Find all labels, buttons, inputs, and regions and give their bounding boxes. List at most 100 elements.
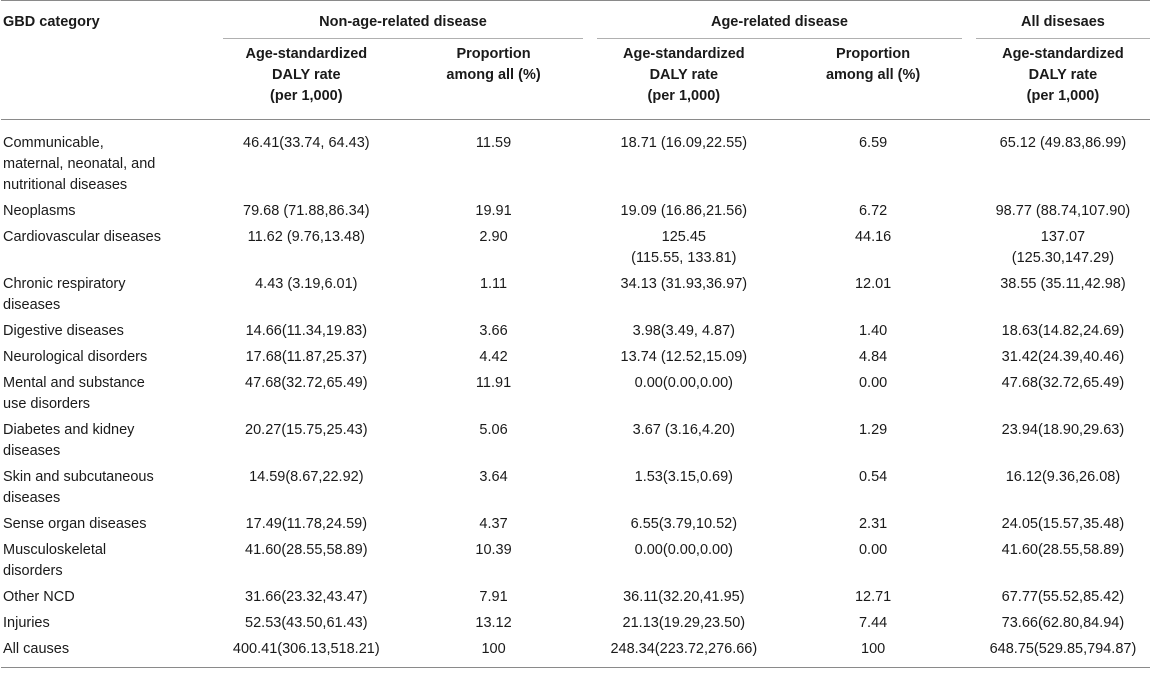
cell-non-age-rate: 11.62 (9.76,13.48) <box>247 229 366 245</box>
header-group-all: All disesaes <box>975 0 1150 39</box>
cell-age-rate: 6.55(3.79,10.52) <box>630 516 738 532</box>
table-row: Digestive diseases 14.66(11.34,19.83) 3.66… <box>1 319 1150 345</box>
cell-non-age-proportion: 4.42 <box>479 349 508 365</box>
cell-non-age-rate: 46.41(33.74, 64.43) <box>243 135 370 151</box>
cell-age-proportion: 1.29 <box>858 422 888 438</box>
table-row: All causes 400.41(306.13,518.21) 100 248.34… <box>1 637 1150 668</box>
cell-age-proportion: 6.72 <box>858 203 888 219</box>
header-age-rate: Age-standardized DALY rate (per 1,000) <box>622 46 745 104</box>
cell-all-rate: 41.60(28.55,58.89) <box>1001 542 1125 558</box>
cell-age-proportion: 44.16 <box>854 229 892 245</box>
cell-non-age-proportion: 10.39 <box>475 542 512 558</box>
cell-non-age-proportion: 3.64 <box>479 469 508 485</box>
header-row-columns: Age-standardized DALY rate (per 1,000) Pro… <box>1 39 1150 120</box>
cell-all-rate: 137.07 (125.30,147.29) <box>1011 229 1115 266</box>
cell-category: Musculoskeletal disorders <box>3 542 107 579</box>
cell-age-proportion: 4.84 <box>858 349 888 365</box>
cell-age-rate: 0.00(0.00,0.00) <box>634 375 733 391</box>
table-body: Communicable, maternal, neonatal, and nutr… <box>1 120 1150 668</box>
cell-non-age-proportion: 13.12 <box>475 615 512 631</box>
cell-age-proportion: 6.59 <box>858 135 888 151</box>
cell-age-rate: 1.53(3.15,0.69) <box>634 469 733 485</box>
cell-age-rate: 248.34(223.72,276.66) <box>610 641 758 657</box>
table-row: Injuries 52.53(43.50,61.43) 13.12 21.13(19.… <box>1 611 1150 637</box>
header-row-groups: GBD category Non-age-related disease Age… <box>1 0 1150 39</box>
table-row: Chronic respiratory diseases 4.43 (3.19,6.… <box>1 272 1150 319</box>
table-row: Neurological disorders 17.68(11.87,25.37)… <box>1 345 1150 371</box>
cell-all-rate: 65.12 (49.83,86.99) <box>999 135 1127 151</box>
cell-category: Other NCD <box>3 589 75 605</box>
cell-age-rate: 3.67 (3.16,4.20) <box>632 422 736 438</box>
cell-non-age-rate: 31.66(23.32,43.47) <box>245 589 368 605</box>
cell-category: Diabetes and kidney diseases <box>3 422 135 459</box>
cell-all-rate: 67.77(55.52,85.42) <box>1001 589 1125 605</box>
cell-age-rate: 18.71 (16.09,22.55) <box>620 135 748 151</box>
cell-age-rate: 19.09 (16.86,21.56) <box>620 203 748 219</box>
table-row: Cardiovascular diseases 11.62 (9.76,13.48… <box>1 225 1150 272</box>
cell-non-age-proportion: 19.91 <box>475 203 512 219</box>
cell-non-age-proportion: 4.37 <box>479 516 508 532</box>
cell-age-rate: 21.13(19.29,23.50) <box>622 615 746 631</box>
cell-non-age-rate: 17.68(11.87,25.37) <box>245 349 368 365</box>
cell-all-rate: 648.75(529.85,794.87) <box>989 641 1137 657</box>
cell-category: Cardiovascular diseases <box>3 229 161 245</box>
cell-non-age-proportion: 1.11 <box>479 276 508 292</box>
cell-non-age-rate: 47.68(32.72,65.49) <box>245 375 368 391</box>
cell-all-rate: 38.55 (35.11,42.98) <box>1000 276 1126 292</box>
header-all-rate: Age-standardized DALY rate (per 1,000) <box>1002 46 1124 104</box>
cell-all-rate: 31.42(24.39,40.46) <box>1001 349 1125 365</box>
cell-category: Injuries <box>3 615 50 631</box>
header-non-age-rate: Age-standardized DALY rate (per 1,000) <box>245 46 368 104</box>
cell-non-age-rate: 14.59(8.67,22.92) <box>249 469 364 485</box>
cell-category: Neoplasms <box>3 203 76 219</box>
cell-non-age-proportion: 7.91 <box>479 589 508 605</box>
header-group-age: Age-related disease <box>597 0 962 39</box>
daly-table: GBD category Non-age-related disease Age… <box>1 0 1150 668</box>
cell-age-proportion: 1.40 <box>858 323 888 339</box>
table-row: Musculoskeletal disorders 41.60(28.55,58.8… <box>1 538 1150 585</box>
cell-age-proportion: 0.00 <box>858 542 888 558</box>
table-row: Skin and subcutaneous diseases 14.59(8.67,… <box>1 465 1150 512</box>
cell-category: Mental and substance use disorders <box>3 375 145 412</box>
cell-all-rate: 47.68(32.72,65.49) <box>1001 375 1125 391</box>
cell-non-age-rate: 400.41(306.13,518.21) <box>232 641 380 657</box>
table-row: Neoplasms 79.68 (71.88,86.34) 19.91 19.09 (… <box>1 199 1150 225</box>
cell-category: Communicable, maternal, neonatal, and nutr… <box>3 135 156 193</box>
cell-age-rate: 0.00(0.00,0.00) <box>634 542 733 558</box>
cell-all-rate: 16.12(9.36,26.08) <box>1005 469 1121 485</box>
table-row: Communicable, maternal, neonatal, and nutr… <box>1 120 1150 200</box>
cell-all-rate: 23.94(18.90,29.63) <box>1001 422 1125 438</box>
cell-non-age-proportion: 11.59 <box>475 135 512 151</box>
cell-non-age-proportion: 5.06 <box>479 422 508 438</box>
cell-age-proportion: 0.00 <box>858 375 888 391</box>
table-row: Mental and substance use disorders 47.68(3… <box>1 371 1150 418</box>
cell-non-age-rate: 79.68 (71.88,86.34) <box>243 203 370 219</box>
cell-non-age-rate: 4.43 (3.19,6.01) <box>255 276 358 292</box>
cell-category: Sense organ diseases <box>3 516 147 532</box>
cell-non-age-proportion: 2.90 <box>479 229 508 245</box>
table-row: Diabetes and kidney diseases 20.27(15.75,2… <box>1 418 1150 465</box>
cell-all-rate: 73.66(62.80,84.94) <box>1001 615 1125 631</box>
header-group-non-age: Non-age-related disease <box>222 0 584 39</box>
cell-age-proportion: 12.01 <box>854 276 892 292</box>
cell-category: Digestive diseases <box>3 323 124 339</box>
cell-age-proportion: 12.71 <box>854 589 892 605</box>
cell-non-age-rate: 20.27(15.75,25.43) <box>245 422 368 438</box>
header-category: GBD category <box>3 14 100 30</box>
cell-age-rate: 125.45 (115.55, 133.81) <box>631 229 737 266</box>
cell-age-proportion: 7.44 <box>858 615 888 631</box>
cell-age-rate: 36.11(32.20,41.95) <box>623 589 745 605</box>
cell-non-age-proportion: 11.91 <box>475 375 512 391</box>
cell-age-proportion: 0.54 <box>858 469 888 485</box>
cell-category: Skin and subcutaneous diseases <box>3 469 154 506</box>
cell-age-rate: 13.74 (12.52,15.09) <box>620 349 748 365</box>
cell-non-age-rate: 52.53(43.50,61.43) <box>245 615 368 631</box>
cell-age-rate: 3.98(3.49, 4.87) <box>632 323 736 339</box>
header-non-age-proportion: Proportion among all (%) <box>446 46 541 83</box>
cell-non-age-rate: 14.66(11.34,19.83) <box>245 323 368 339</box>
cell-all-rate: 18.63(14.82,24.69) <box>1001 323 1125 339</box>
cell-non-age-rate: 41.60(28.55,58.89) <box>245 542 368 558</box>
cell-all-rate: 24.05(15.57,35.48) <box>1001 516 1125 532</box>
cell-non-age-proportion: 3.66 <box>479 323 508 339</box>
cell-category: All causes <box>3 641 70 657</box>
